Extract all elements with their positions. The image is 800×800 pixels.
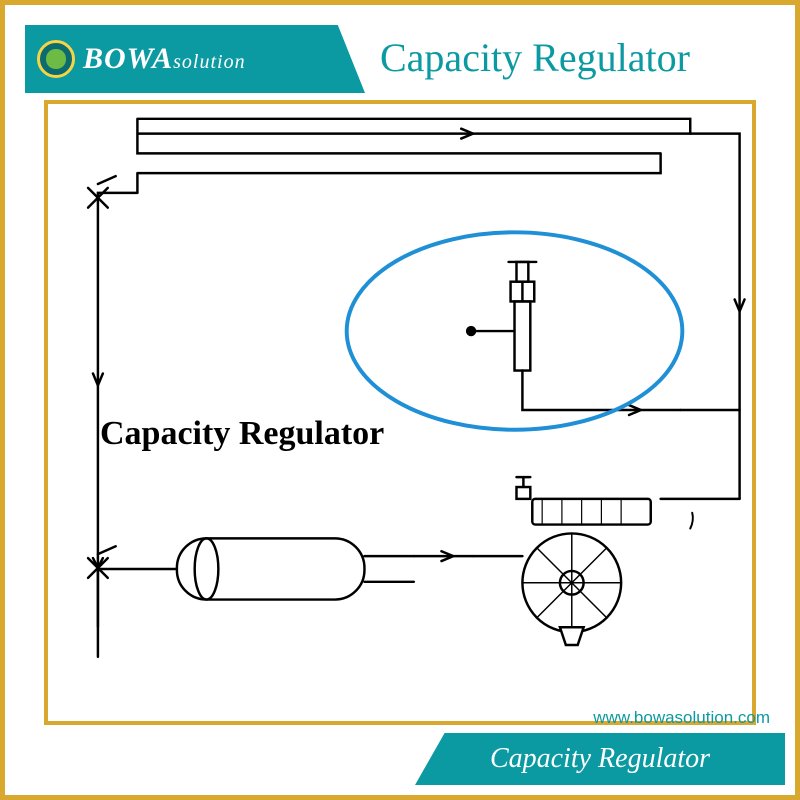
diagram-label: Capacity Regulator [100,415,384,453]
header-banner: BOWAsolution [25,25,365,93]
diagram-container [44,100,756,725]
page-title: Capacity Regulator [380,34,690,81]
logo-inner-icon [46,49,65,68]
footer-label: Capacity Regulator [490,743,710,775]
footer-banner: Capacity Regulator [415,733,785,785]
logo-brand: BOWA [83,42,173,75]
footer-url: www.bowasolution.com [593,708,770,728]
schematic-svg [48,104,752,721]
logo-text: BOWAsolution [83,42,246,76]
logo-icon [37,40,75,78]
logo-suffix: solution [173,51,245,73]
